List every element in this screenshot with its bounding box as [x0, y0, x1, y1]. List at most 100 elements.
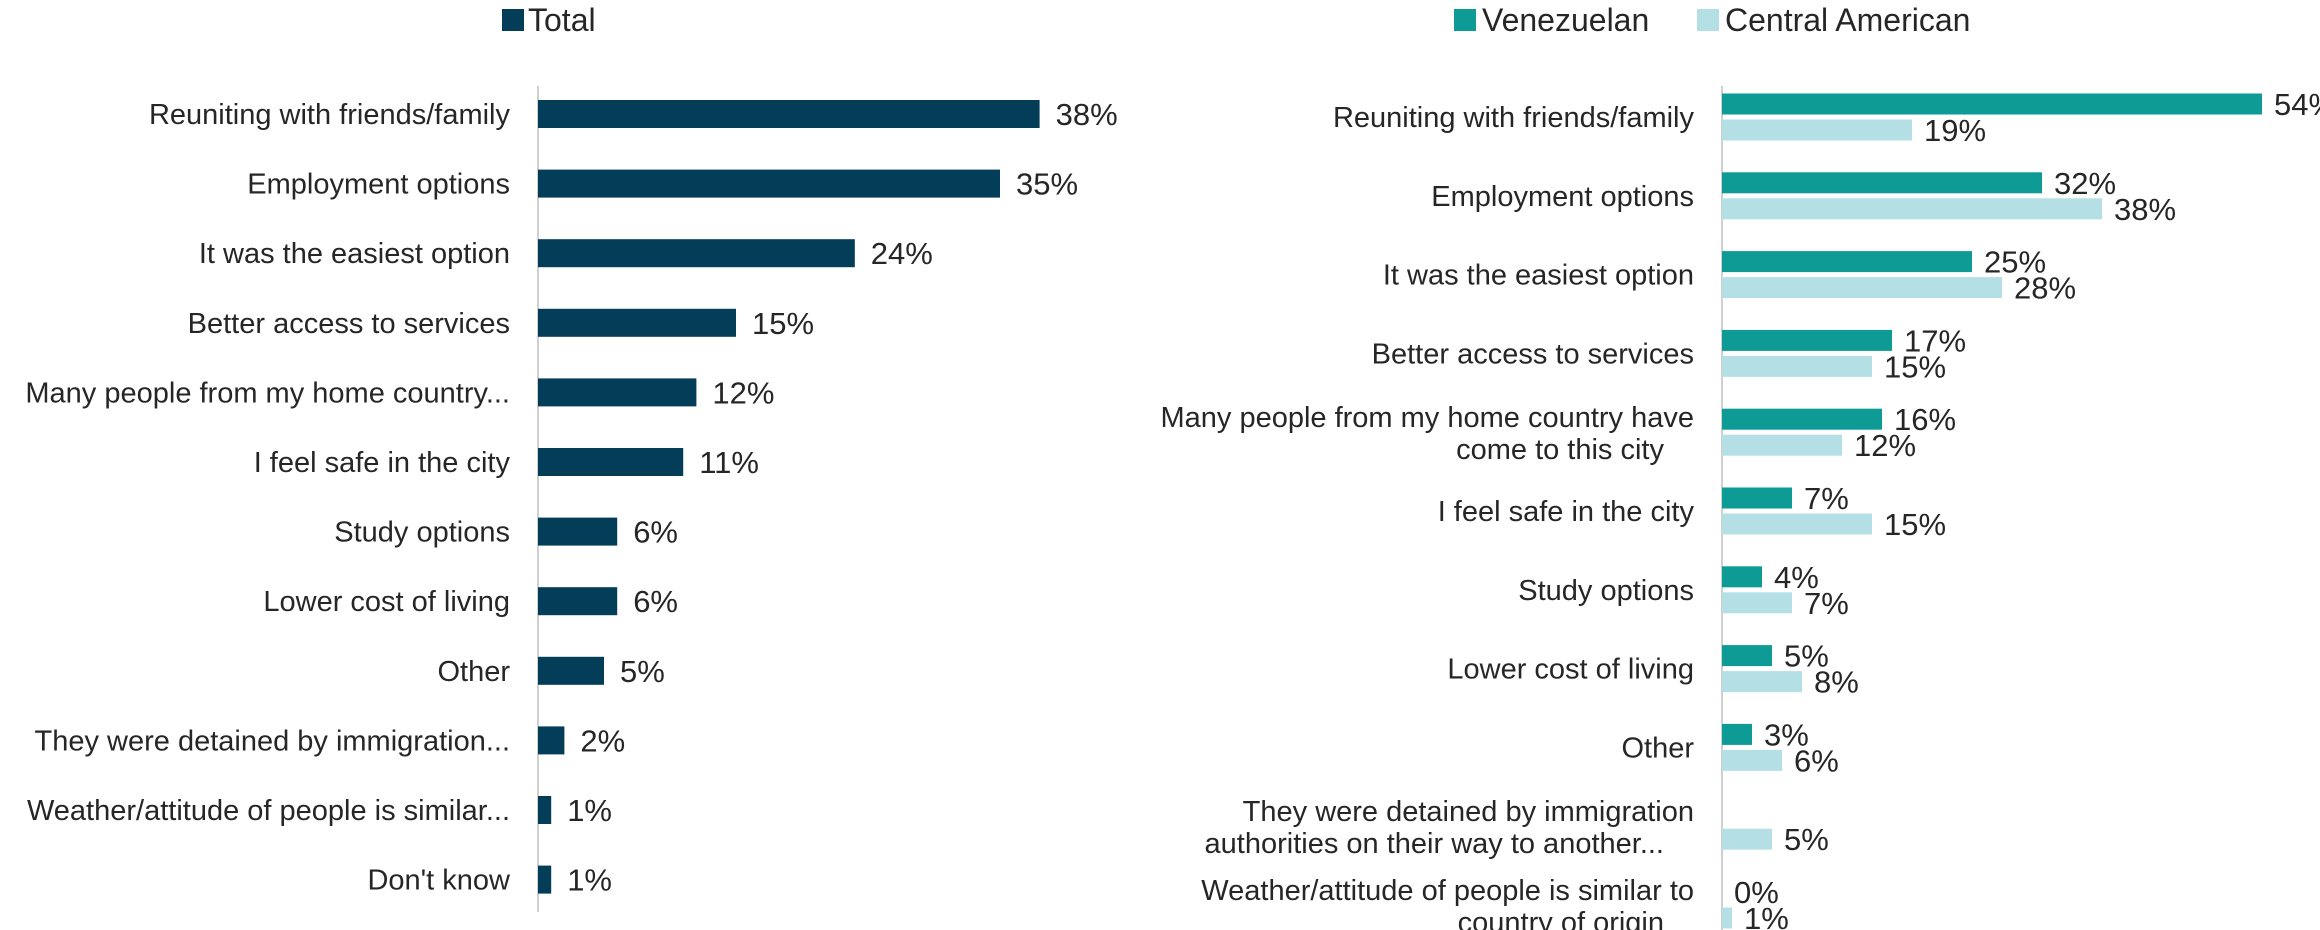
category-label: It was the easiest option	[199, 238, 510, 270]
bar-central-american	[1722, 907, 1732, 929]
bar-central-american	[1722, 355, 1872, 377]
data-label-total: 35%	[1016, 167, 1078, 202]
data-label-venezuelan: 0%	[1734, 875, 1779, 910]
category-label: Weather/attitude of people is similar...	[27, 795, 510, 827]
data-label-total: 2%	[580, 723, 625, 758]
category-label: country of origin	[1458, 907, 1664, 930]
data-label-venezuelan: 25%	[1984, 245, 2046, 280]
nationality-chart: Venezuelan Central American Reuniting with…	[1140, 0, 2320, 930]
category-label: Lower cost of living	[1447, 654, 1694, 686]
data-label-central-american: 5%	[1784, 822, 1829, 857]
data-label-venezuelan: 54%	[2274, 87, 2320, 122]
category-label: Many people from my home country have	[1160, 402, 1694, 434]
bar-total	[538, 448, 684, 476]
data-label-central-american: 8%	[1814, 665, 1859, 700]
legend-label-venezuelan: Venezuelan	[1482, 2, 1649, 38]
data-label-total: 1%	[567, 793, 612, 828]
bar-total	[538, 239, 855, 268]
legend-swatch-central-american	[1697, 9, 1719, 31]
bar-central-american	[1722, 592, 1792, 614]
data-label-central-american: 28%	[2014, 271, 2076, 306]
bar-total	[538, 796, 552, 824]
category-label: Many people from my home country...	[25, 377, 510, 409]
category-label: authorities on their way to another...	[1205, 828, 1664, 860]
legend-swatch-venezuelan	[1454, 9, 1476, 31]
category-label: Don't know	[367, 865, 511, 897]
category-label: Better access to services	[1372, 338, 1694, 370]
data-label-venezuelan: 7%	[1804, 481, 1849, 516]
category-label: They were detained by immigration	[1243, 796, 1694, 828]
data-label-central-american: 15%	[1884, 507, 1946, 542]
bar-total	[538, 100, 1040, 128]
bar-central-american	[1722, 119, 1912, 141]
bar-venezuelan	[1722, 645, 1772, 667]
bar-venezuelan	[1722, 251, 1972, 273]
bar-central-american	[1722, 671, 1802, 693]
data-label-total: 1%	[567, 863, 612, 898]
bar-total	[538, 865, 552, 894]
bar-total	[538, 378, 697, 407]
total-chart-svg: Total Reuniting with friends/family 38% Emp…	[25, 2, 1118, 912]
bar-total	[538, 587, 618, 616]
bar-central-american	[1722, 434, 1842, 456]
category-label: Reuniting with friends/family	[1333, 102, 1695, 134]
category-label: I feel safe in the city	[254, 447, 511, 479]
nationality-chart-svg: Venezuelan Central American Reuniting with…	[1160, 2, 2320, 930]
data-label-central-american: 7%	[1804, 586, 1849, 621]
legend-label-central-american: Central American	[1725, 2, 1970, 38]
bar-venezuelan	[1722, 723, 1752, 745]
bar-venezuelan	[1722, 566, 1762, 588]
data-label-central-american: 12%	[1854, 428, 1916, 463]
data-label-venezuelan: 3%	[1764, 717, 1809, 752]
data-label-total: 5%	[620, 654, 665, 689]
legend-swatch-total	[502, 9, 524, 31]
category-label: Study options	[334, 517, 510, 549]
bar-venezuelan	[1722, 408, 1882, 430]
data-label-venezuelan: 32%	[2054, 166, 2116, 201]
legend-label-total: Total	[528, 2, 596, 38]
category-label: Other	[437, 656, 510, 688]
data-label-total: 11%	[699, 445, 759, 480]
bar-central-american	[1722, 513, 1872, 535]
category-label: Better access to services	[188, 308, 510, 340]
bar-venezuelan	[1722, 172, 2042, 194]
data-label-central-american: 1%	[1744, 901, 1789, 930]
bar-central-american	[1722, 277, 2002, 299]
bar-venezuelan	[1722, 329, 1892, 351]
bar-total	[538, 517, 618, 546]
bar-total	[538, 656, 604, 685]
bar-central-american	[1722, 828, 1772, 850]
category-label: I feel safe in the city	[1438, 496, 1695, 528]
category-label: They were detained by immigration...	[35, 725, 511, 757]
category-label: Other	[1621, 732, 1694, 764]
category-label: come to this city	[1456, 434, 1664, 466]
data-label-total: 15%	[752, 306, 814, 341]
total-chart: Total Reuniting with friends/family 38% Emp…	[0, 0, 1140, 930]
data-label-venezuelan: 16%	[1894, 402, 1956, 437]
data-label-total: 6%	[633, 515, 678, 550]
data-label-total: 38%	[1056, 97, 1118, 132]
bar-venezuelan	[1722, 93, 2262, 115]
bar-venezuelan	[1722, 487, 1792, 509]
category-label: Weather/attitude of people is similar to	[1201, 875, 1694, 907]
category-label: Lower cost of living	[263, 586, 510, 618]
category-label: Reuniting with friends/family	[149, 99, 511, 131]
category-label: Employment options	[1431, 181, 1694, 213]
data-label-central-american: 6%	[1794, 743, 1839, 778]
data-label-central-american: 15%	[1884, 349, 1946, 384]
category-label: Study options	[1518, 575, 1694, 607]
bar-central-american	[1722, 198, 2102, 220]
data-label-venezuelan: 4%	[1774, 560, 1819, 595]
bar-total	[538, 308, 736, 337]
data-label-total: 24%	[871, 236, 933, 271]
bar-total	[538, 726, 565, 755]
category-label: It was the easiest option	[1383, 260, 1694, 292]
data-label-venezuelan: 5%	[1784, 639, 1829, 674]
bar-total	[538, 169, 1000, 198]
data-label-central-american: 38%	[2114, 192, 2176, 227]
data-label-total: 12%	[712, 375, 774, 410]
bar-central-american	[1722, 749, 1782, 771]
data-label-venezuelan: 17%	[1904, 323, 1966, 358]
category-label: Employment options	[247, 169, 510, 201]
data-label-total: 6%	[633, 584, 678, 619]
